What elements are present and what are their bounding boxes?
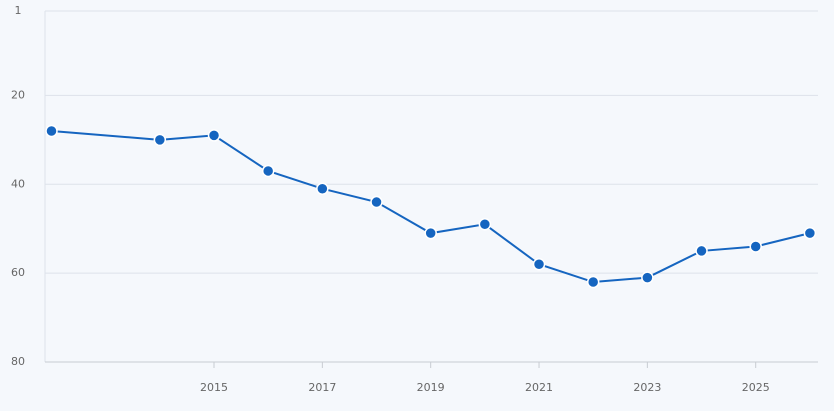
point: [532, 258, 546, 271]
x-tick-label: 2017: [308, 381, 336, 394]
x-tick-label: 2019: [417, 381, 445, 394]
x-tick-label: 2015: [200, 381, 228, 394]
point: [207, 129, 221, 142]
line: [51, 129, 811, 284]
x-tick-label: 2021: [525, 381, 553, 394]
y-tick-label: 40: [11, 177, 25, 190]
point: [749, 240, 762, 253]
point: [316, 182, 329, 195]
point: [261, 164, 275, 178]
y-tick-label: 80: [11, 355, 25, 368]
point: [424, 226, 437, 240]
point: [153, 133, 167, 147]
point: [45, 124, 58, 138]
point: [478, 218, 492, 231]
y-tick-label: 1: [15, 4, 22, 17]
point: [695, 244, 708, 258]
y-tick-label: 60: [11, 266, 25, 279]
point: [370, 195, 383, 209]
point: [641, 271, 654, 284]
x-tick-label: 2025: [742, 381, 770, 394]
y-tick-label: 20: [11, 88, 25, 101]
point: [586, 275, 600, 289]
x-tick-label: 2023: [633, 381, 661, 394]
point: [803, 226, 817, 240]
